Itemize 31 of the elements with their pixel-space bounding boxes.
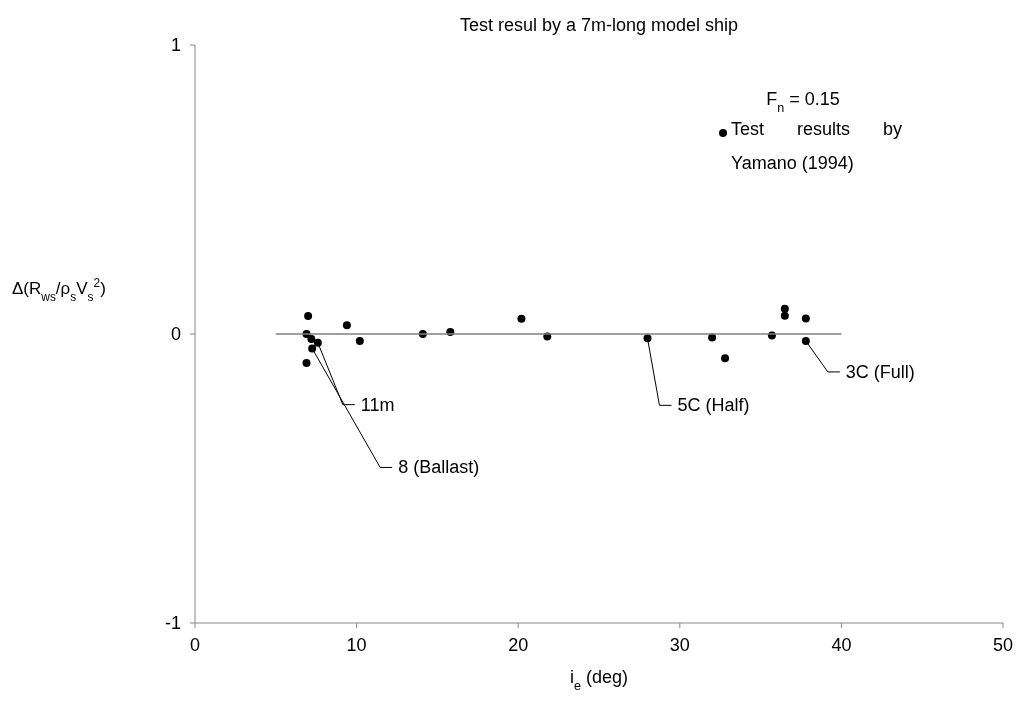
y-tick-label: -1 xyxy=(164,613,181,633)
x-tick-label: 0 xyxy=(189,635,201,655)
y-axis-title: Δ(R$_{ws}$/ρ$_{s}$V$_{s}$$^{2}$) xyxy=(12,276,106,304)
point xyxy=(517,314,526,323)
x-tick-label: 30 xyxy=(669,635,690,655)
chart-title: Test resul by a 7m-long model ship xyxy=(459,15,739,35)
y-tick-label: 1 xyxy=(170,35,181,55)
legend-label: Test results by Yamano (1994) xyxy=(731,119,903,173)
annotation: 5C (Half) xyxy=(677,395,750,416)
point xyxy=(342,321,351,330)
annotation: 3C (Full) xyxy=(845,361,915,382)
point xyxy=(801,314,810,323)
x-tick-label: 50 xyxy=(992,635,1014,655)
point xyxy=(304,312,313,321)
x-axis-title: i$_{e}$ (deg) xyxy=(569,667,629,693)
point xyxy=(721,354,730,363)
point xyxy=(308,344,317,353)
x-tick-label: 10 xyxy=(346,635,367,655)
annotation: F$_{n}$ = 0.15 xyxy=(766,89,840,115)
annotation: 8 (Ballast) xyxy=(398,457,480,478)
point xyxy=(302,358,311,367)
x-tick-label: 40 xyxy=(831,635,852,655)
x-tick-label: 20 xyxy=(508,635,529,655)
point xyxy=(355,336,364,345)
point xyxy=(780,304,789,313)
point xyxy=(307,334,316,343)
y-tick-label: 0 xyxy=(170,324,181,344)
point xyxy=(801,336,810,345)
point xyxy=(313,338,322,347)
point xyxy=(780,311,789,320)
annotation: 11m xyxy=(360,394,395,415)
